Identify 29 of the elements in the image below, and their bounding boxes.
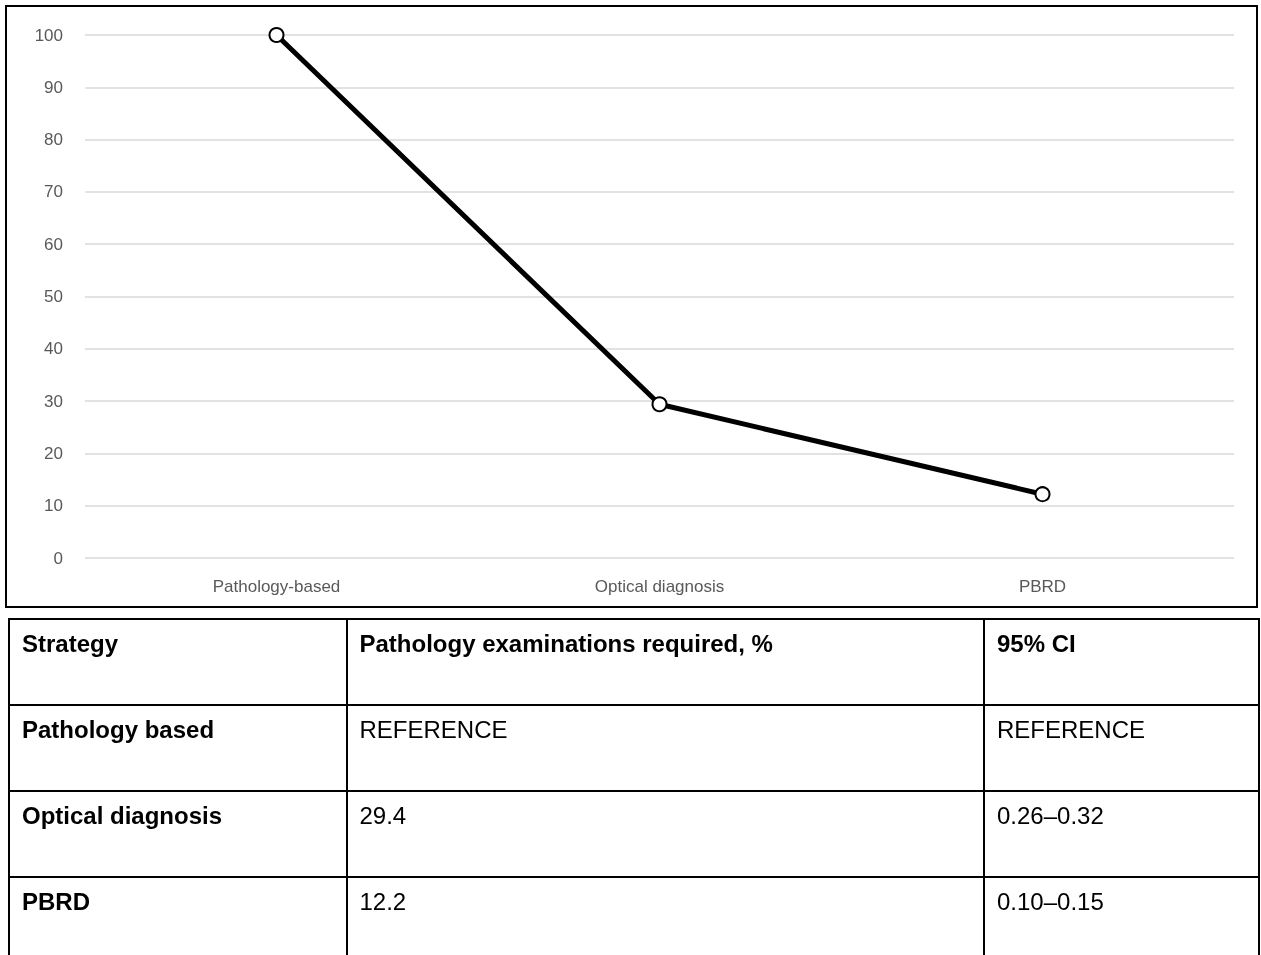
text: 95% CI	[984, 619, 1259, 705]
x-tick-label: PBRD	[1018, 577, 1067, 596]
text: Optical diagnosis	[9, 791, 347, 877]
y-tick-label: 40	[44, 339, 63, 359]
y-tick-label: 30	[44, 391, 63, 411]
text: Pathology based	[9, 705, 347, 791]
y-tick-label: 20	[44, 443, 63, 463]
x-tick-label: Optical diagnosis	[594, 577, 725, 596]
y-tick-label: 70	[44, 182, 63, 202]
y-tick-label: 60	[44, 234, 63, 254]
text: Pathology examinations required, %	[346, 619, 984, 705]
text: Strategy	[9, 619, 347, 705]
text: 29.4	[346, 791, 984, 877]
point	[268, 27, 285, 43]
x-tick-label: Pathology-based	[212, 577, 341, 596]
text: 0.10–0.15	[984, 877, 1259, 955]
text: 0.26–0.32	[984, 791, 1259, 877]
y-tick-label: 10	[44, 496, 63, 516]
y-tick-label: 50	[44, 287, 63, 306]
text: REFERENCE	[984, 705, 1259, 791]
y-tick-label: 80	[44, 130, 63, 150]
point	[651, 396, 668, 413]
y-tick-label: 90	[44, 77, 63, 97]
point	[1034, 486, 1051, 503]
text: PBRD	[9, 877, 347, 955]
y-tick-label: 100	[34, 25, 63, 45]
text: REFERENCE	[346, 705, 984, 791]
text: 12.2	[346, 877, 984, 955]
y-tick-label: 0	[53, 548, 63, 568]
